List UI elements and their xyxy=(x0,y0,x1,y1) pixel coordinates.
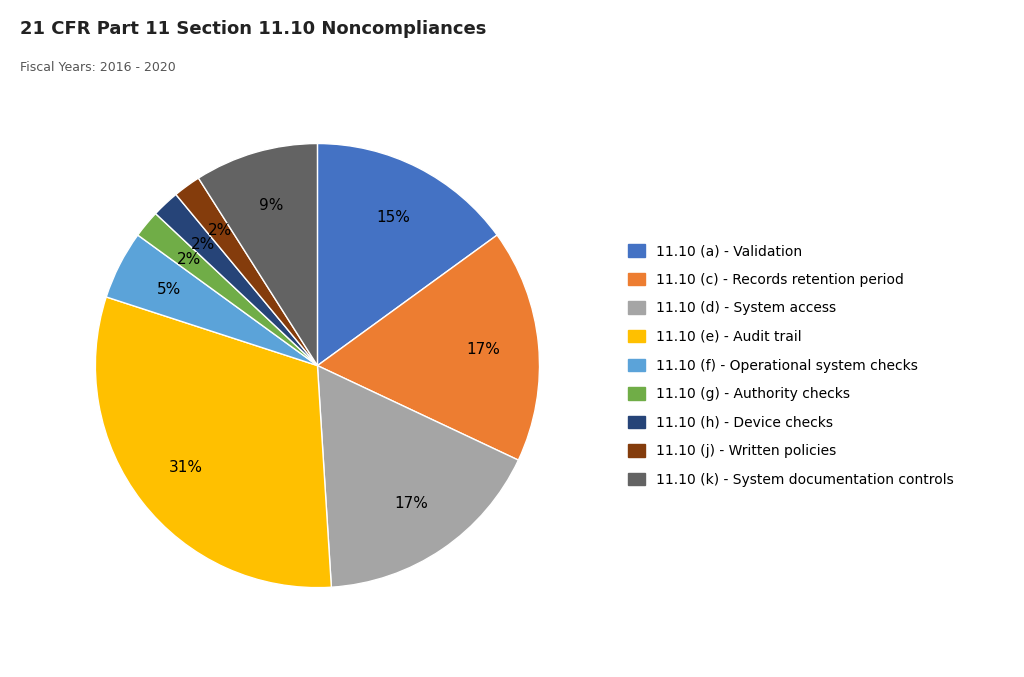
Text: 2%: 2% xyxy=(191,237,216,252)
Text: 31%: 31% xyxy=(169,460,203,475)
Wedge shape xyxy=(317,144,497,366)
Wedge shape xyxy=(317,366,518,587)
Text: Fiscal Years: 2016 - 2020: Fiscal Years: 2016 - 2020 xyxy=(20,61,176,74)
Wedge shape xyxy=(95,297,332,588)
Wedge shape xyxy=(199,144,317,366)
Wedge shape xyxy=(138,213,317,366)
Text: 9%: 9% xyxy=(259,198,284,213)
Legend: 11.10 (a) - Validation, 11.10 (c) - Records retention period, 11.10 (d) - System: 11.10 (a) - Validation, 11.10 (c) - Reco… xyxy=(622,238,961,494)
Text: 17%: 17% xyxy=(394,496,428,511)
Text: 2%: 2% xyxy=(177,252,202,267)
Text: 2%: 2% xyxy=(208,223,231,238)
Text: 5%: 5% xyxy=(157,282,181,297)
Wedge shape xyxy=(317,235,540,460)
Text: 21 CFR Part 11 Section 11.10 Noncompliances: 21 CFR Part 11 Section 11.10 Noncomplian… xyxy=(20,20,486,39)
Wedge shape xyxy=(156,194,317,366)
Text: 17%: 17% xyxy=(466,343,500,357)
Text: 15%: 15% xyxy=(376,210,410,225)
Wedge shape xyxy=(176,178,317,366)
Wedge shape xyxy=(106,235,317,366)
